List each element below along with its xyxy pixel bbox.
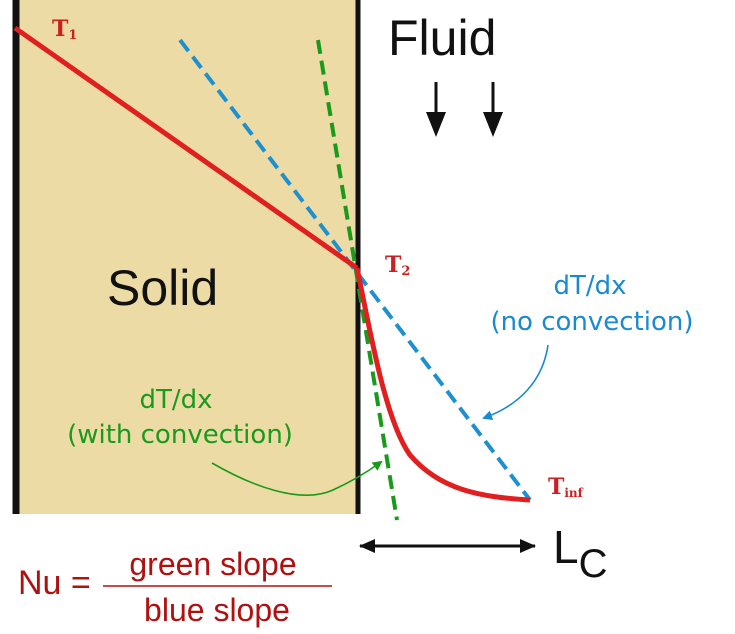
- temperature-curve-fluid: [354, 267, 531, 503]
- no-convection-gradient-label: dT/dx: [553, 271, 626, 301]
- with-convection-note: (with convection): [67, 420, 293, 450]
- pointer-arrow-green: [211, 460, 383, 497]
- formula-denominator: blue slope: [144, 592, 290, 628]
- solid-label: Solid: [107, 260, 218, 316]
- blue-tangent-line: [178, 38, 532, 502]
- down-arrow-icon: [483, 82, 503, 137]
- with-convection-gradient-label: dT/dx: [139, 385, 212, 415]
- down-arrow-icon: [426, 82, 446, 137]
- tinf-label: Tinf: [548, 474, 584, 500]
- no-convection-note: (no convection): [490, 307, 693, 337]
- fluid-label: Fluid: [388, 10, 496, 66]
- solid-region: [16, 0, 359, 514]
- pointer-arrow-blue: [482, 344, 549, 420]
- characteristic-length-label: LC: [553, 521, 607, 586]
- temperature-line-solid: [13, 25, 359, 271]
- t2-label: T2: [385, 252, 410, 279]
- t1-label: T1: [52, 16, 77, 43]
- nusselt-symbol: Nu =: [18, 564, 91, 602]
- formula-numerator: green slope: [129, 546, 296, 582]
